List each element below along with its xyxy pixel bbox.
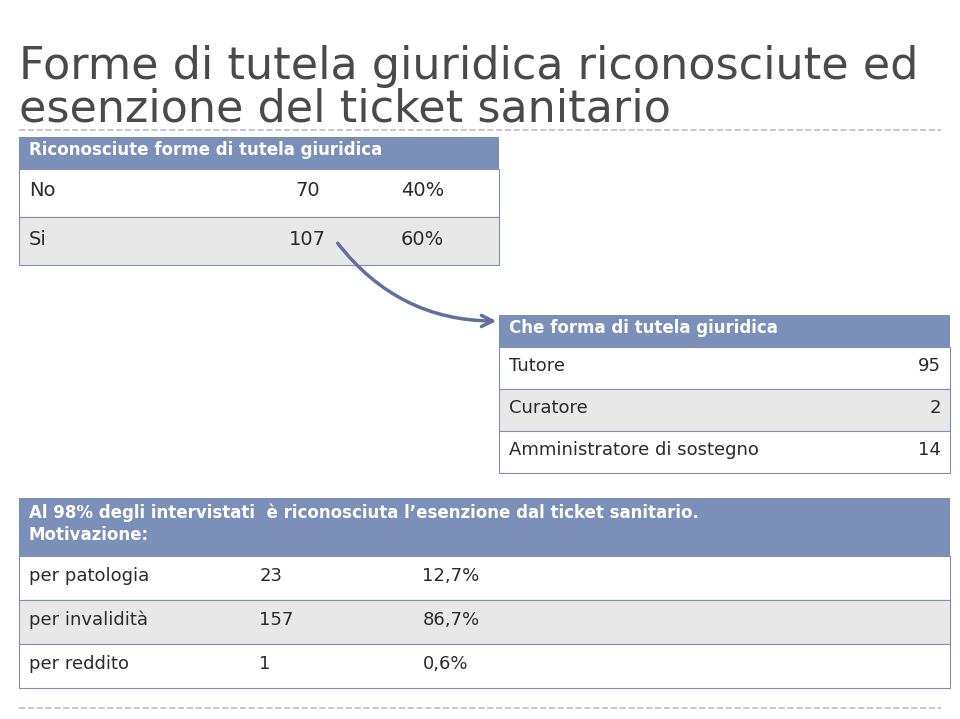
Text: 14: 14: [918, 441, 941, 459]
Text: 70: 70: [295, 181, 320, 201]
Bar: [19, 498, 950, 556]
Text: 2: 2: [929, 399, 941, 417]
Text: 107: 107: [289, 229, 325, 249]
Text: Curatore: Curatore: [509, 399, 588, 417]
Text: Motivazione:: Motivazione:: [29, 526, 149, 544]
Text: per invalidità: per invalidità: [29, 610, 148, 629]
Text: No: No: [29, 181, 56, 201]
Bar: [19, 137, 499, 169]
Bar: [19, 217, 499, 265]
Text: 40%: 40%: [400, 181, 444, 201]
Text: 157: 157: [259, 611, 294, 629]
Bar: [499, 389, 950, 431]
Text: per reddito: per reddito: [29, 655, 129, 673]
Bar: [19, 644, 950, 688]
Text: Al 98% degli intervistati  è riconosciuta l’esenzione dal ticket sanitario.: Al 98% degli intervistati è riconosciuta…: [29, 504, 699, 523]
Bar: [19, 600, 950, 644]
Text: Che forma di tutela giuridica: Che forma di tutela giuridica: [509, 319, 778, 337]
Bar: [19, 169, 499, 217]
Text: Si: Si: [29, 229, 47, 249]
Text: esenzione del ticket sanitario: esenzione del ticket sanitario: [19, 88, 671, 131]
Text: 86,7%: 86,7%: [422, 611, 480, 629]
Text: Tutore: Tutore: [509, 357, 564, 375]
Text: 12,7%: 12,7%: [422, 567, 480, 585]
Text: Amministratore di sostegno: Amministratore di sostegno: [509, 441, 758, 459]
Text: Forme di tutela giuridica riconosciute ed: Forme di tutela giuridica riconosciute e…: [19, 45, 919, 88]
Bar: [499, 431, 950, 473]
Text: Riconosciute forme di tutela giuridica: Riconosciute forme di tutela giuridica: [29, 141, 382, 159]
Text: 23: 23: [259, 567, 282, 585]
Text: per patologia: per patologia: [29, 567, 149, 585]
Text: 1: 1: [259, 655, 271, 673]
Text: 0,6%: 0,6%: [422, 655, 468, 673]
Bar: [499, 315, 950, 347]
Text: 60%: 60%: [400, 229, 444, 249]
Bar: [19, 556, 950, 600]
Bar: [499, 347, 950, 389]
Text: 95: 95: [918, 357, 941, 375]
